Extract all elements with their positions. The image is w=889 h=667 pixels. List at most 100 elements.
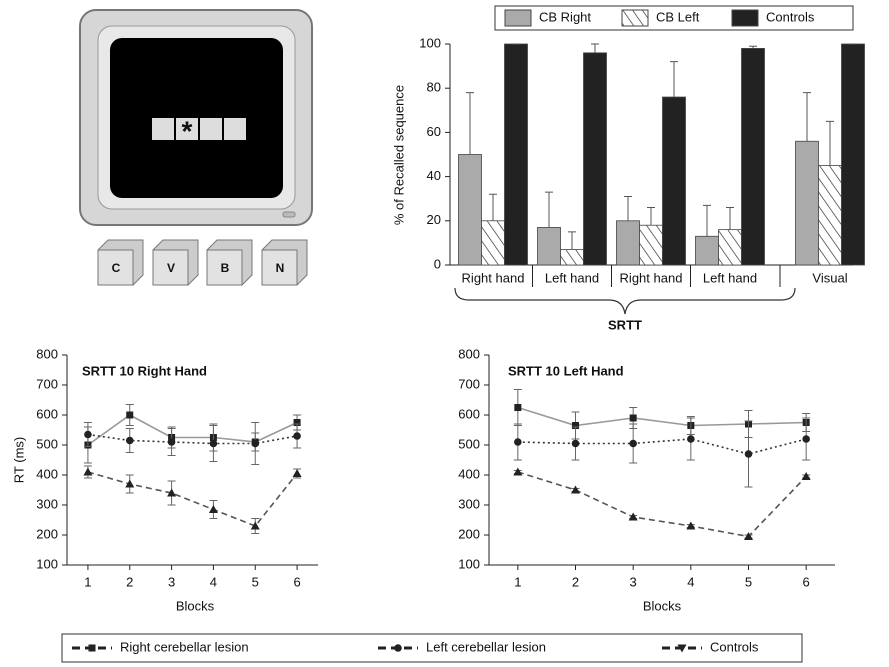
marker — [167, 488, 177, 497]
y-tick-label: 500 — [36, 436, 58, 451]
error-bar — [489, 193, 497, 221]
monitor-illustration: * — [79, 9, 313, 226]
error-bar — [568, 231, 576, 250]
x-tick-label: 6 — [293, 574, 300, 589]
bar — [583, 52, 607, 266]
bar — [537, 227, 561, 266]
error-bar — [591, 43, 599, 53]
bar — [504, 43, 528, 266]
series-line — [517, 471, 807, 538]
x-tick-label: 2 — [126, 574, 133, 589]
chart-title: SRTT 10 Right Hand — [82, 363, 207, 378]
marker — [209, 439, 218, 448]
marker — [802, 435, 810, 443]
legend-marker — [677, 644, 687, 653]
marker — [513, 467, 523, 476]
chart-title: SRTT 10 Left Hand — [508, 363, 624, 378]
y-tick-label: 600 — [458, 406, 480, 421]
marker — [250, 521, 260, 530]
keys: C V B N — [97, 239, 308, 286]
bar — [458, 154, 482, 266]
series-line — [87, 433, 298, 445]
marker — [571, 485, 580, 494]
marker — [83, 467, 93, 476]
error-bar — [647, 207, 655, 226]
legend-label: Controls — [710, 639, 759, 654]
marker — [126, 411, 134, 419]
y-tick-label: 500 — [458, 436, 480, 451]
y-tick-label: 60 — [427, 124, 441, 139]
y-tick-label: 600 — [36, 406, 58, 421]
legend-marker — [88, 644, 96, 652]
marker — [744, 532, 753, 540]
y-tick-label: 0 — [434, 256, 441, 271]
marker — [208, 505, 218, 513]
marker — [514, 404, 522, 411]
marker — [744, 450, 753, 458]
x-tick-label: Left hand — [545, 270, 599, 285]
y-tick-label: 40 — [427, 168, 441, 183]
x-tick-label: 2 — [572, 574, 579, 589]
y-tick-label: 400 — [458, 466, 480, 481]
bar — [695, 235, 719, 266]
bar — [741, 48, 765, 266]
y-tick-label: 200 — [36, 526, 58, 541]
legend-label: Right cerebellar lesion — [120, 639, 249, 654]
marker — [571, 439, 580, 448]
y-tick-label: 400 — [36, 466, 58, 481]
error-bar — [624, 195, 632, 221]
error-bar — [803, 92, 811, 142]
series-line — [87, 414, 298, 446]
x-axis-label: Blocks — [643, 598, 682, 613]
x-tick-label: 1 — [514, 574, 521, 589]
marker — [292, 469, 302, 477]
series-line — [87, 471, 298, 527]
y-tick-label: 800 — [36, 346, 58, 361]
bar — [560, 249, 584, 266]
marker — [251, 439, 260, 448]
error-bar — [749, 45, 757, 49]
error-bar — [726, 207, 734, 230]
x-tick-label: 3 — [168, 574, 175, 589]
series-line — [517, 438, 807, 455]
series-line — [517, 406, 807, 427]
marker — [84, 430, 92, 439]
error-bar — [703, 204, 711, 237]
brace — [454, 287, 796, 315]
marker — [629, 439, 637, 448]
legend-box — [494, 5, 854, 31]
y-axis-label: % of Recalled sequence — [391, 85, 406, 225]
marker — [293, 419, 301, 426]
marker — [801, 472, 811, 480]
bar — [795, 140, 819, 266]
x-tick-label: Visual — [812, 270, 847, 285]
marker — [125, 436, 134, 445]
x-tick-label: 5 — [745, 574, 752, 589]
key-label: N — [276, 261, 285, 275]
y-tick-label: 800 — [458, 346, 480, 361]
x-tick-label: Right hand — [462, 270, 525, 285]
y-tick-label: 100 — [36, 556, 58, 571]
legend-swatch — [504, 9, 532, 27]
x-tick-label: Right hand — [620, 270, 683, 285]
marker — [628, 512, 638, 521]
legend-label: CB Left — [656, 9, 700, 24]
x-tick-label: Left hand — [703, 270, 757, 285]
legend-label: CB Right — [539, 9, 591, 24]
legend-label: Controls — [766, 9, 815, 24]
y-tick-label: 80 — [427, 80, 441, 95]
bar — [639, 224, 663, 266]
marker — [293, 432, 301, 440]
x-tick-label: 4 — [210, 574, 217, 589]
y-tick-label: 700 — [458, 376, 480, 391]
key-label: B — [221, 261, 230, 275]
y-tick-label: 700 — [36, 376, 58, 391]
x-tick-label: 1 — [84, 574, 91, 589]
y-tick-label: 300 — [458, 496, 480, 511]
y-tick-label: 200 — [458, 526, 480, 541]
y-tick-label: 300 — [36, 496, 58, 511]
legend-swatch — [621, 9, 649, 27]
key-label: V — [167, 261, 175, 275]
x-tick-label: 3 — [630, 574, 637, 589]
